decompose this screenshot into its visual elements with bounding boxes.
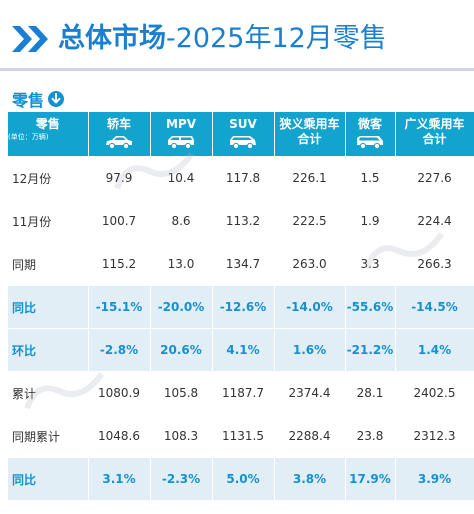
table-cell: 117.8 [212, 156, 275, 200]
table-row: 11月份 100.7 8.6 113.2 222.5 1.9 224.4 [8, 199, 474, 243]
table-cell: 1.9 [345, 199, 396, 243]
column-header-mpv: MPV [150, 112, 213, 157]
corner-unit: (单位：万辆) [8, 133, 49, 141]
row-label: 同比 [8, 285, 89, 329]
row-label: 环比 [8, 328, 89, 372]
table-cell: 2402.5 [395, 371, 474, 415]
table-cell: 113.2 [212, 199, 275, 243]
table-cell: 222.5 [274, 199, 346, 243]
table-cell: -15.1% [88, 285, 151, 329]
suv-icon [213, 135, 274, 152]
table-cell: 2288.4 [274, 414, 346, 458]
table-cell: 100.7 [88, 199, 151, 243]
table-cell: -2.3% [150, 457, 213, 501]
table-cell: 20.6% [150, 328, 213, 372]
row-label: 12月份 [8, 156, 89, 200]
row-label: 同期 [8, 242, 89, 286]
table-cell: 28.1 [345, 371, 396, 415]
table-cell: 108.3 [150, 414, 213, 458]
table-row: 12月份 97.9 10.4 117.8 226.1 1.5 227.6 [8, 156, 474, 200]
table-cell: 115.2 [88, 242, 151, 286]
table-cell: 10.4 [150, 156, 213, 200]
table-cell: 13.0 [150, 242, 213, 286]
table-cell: 224.4 [395, 199, 474, 243]
arrow-down-circle-icon [48, 91, 65, 107]
table-cell: 4.1% [212, 328, 275, 372]
column-header-label: SUV [229, 117, 257, 131]
table-cell: -14.5% [395, 285, 474, 329]
table-cell: 2374.4 [274, 371, 346, 415]
corner-label: 零售 [35, 117, 60, 131]
sedan-icon [89, 135, 150, 152]
table-cell: 8.6 [150, 199, 213, 243]
table-header-row: 零售 (单位：万辆) 轿车 MPV SUV 狭义乘用车 合计 微客 广义乘用车 … [8, 112, 474, 157]
row-label: 11月份 [8, 199, 89, 243]
table-cell: -55.6% [345, 285, 396, 329]
table-cell: 263.0 [274, 242, 346, 286]
title-sub: -2025年12月零售 [166, 23, 387, 54]
table-cell: 3.8% [274, 457, 346, 501]
column-header-narrow-total: 狭义乘用车 合计 [274, 112, 346, 157]
table-cell: 17.9% [345, 457, 396, 501]
section-label: 零售 [12, 91, 45, 110]
table-cell: 1048.6 [88, 414, 151, 458]
table-cell: -2.8% [88, 328, 151, 372]
row-label: 累计 [8, 371, 89, 415]
column-header-label: MPV [165, 117, 197, 131]
table-row: 同比 3.1% -2.3% 5.0% 3.8% 17.9% 3.9% [8, 457, 474, 501]
table-cell: 134.7 [212, 242, 275, 286]
table-row: 环比 -2.8% 20.6% 4.1% 1.6% -21.2% 1.4% [8, 328, 474, 372]
column-header-suv: SUV [212, 112, 275, 157]
table-cell: -20.0% [150, 285, 213, 329]
table-row: 同比 -15.1% -20.0% -12.6% -14.0% -55.6% -14.5% [8, 285, 474, 329]
table-cell: -14.0% [274, 285, 346, 329]
table-cell: 3.9% [395, 457, 474, 501]
table-cell: 226.1 [274, 156, 346, 200]
table-cell: 1.4% [395, 328, 474, 372]
table-cell: 1.6% [274, 328, 346, 372]
table-cell: 1.5 [345, 156, 396, 200]
table-cell: 1131.5 [212, 414, 275, 458]
table-row: 同期 115.2 13.0 134.7 263.0 3.3 266.3 [8, 242, 474, 286]
column-header-label: 狭义乘用车 合计 [279, 117, 340, 146]
table-body: 12月份 97.9 10.4 117.8 226.1 1.5 227.6 11月份 100.7 8… [8, 156, 474, 501]
column-header-sedan: 轿车 [88, 112, 151, 157]
table-cell: 97.9 [88, 156, 151, 200]
title-bar: 总体市场-2025年12月零售 [0, 18, 474, 62]
mpv-icon [151, 135, 212, 152]
table-cell: 105.8 [150, 371, 213, 415]
table-cell: 227.6 [395, 156, 474, 200]
table-cell: 3.1% [88, 457, 151, 501]
table-cell: 3.3 [345, 242, 396, 286]
row-label: 同期累计 [8, 414, 89, 458]
table-cell: 1187.7 [212, 371, 275, 415]
column-header-label: 广义乘用车 合计 [404, 117, 465, 146]
column-header-label: 轿车 [106, 117, 131, 131]
table-row: 同期累计 1048.6 108.3 1131.5 2288.4 23.8 2312.3 [8, 414, 474, 458]
table-corner-cell: 零售 (单位：万辆) [8, 112, 89, 157]
table-cell: 1080.9 [88, 371, 151, 415]
table-cell: -12.6% [212, 285, 275, 329]
minivan-icon [346, 135, 395, 152]
table-cell: 5.0% [212, 457, 275, 501]
page-title: 总体市场-2025年12月零售 [58, 22, 387, 56]
table-cell: 266.3 [395, 242, 474, 286]
table-cell: -21.2% [345, 328, 396, 372]
double-chevron-icon [12, 26, 48, 52]
column-header-microbus: 微客 [345, 112, 396, 157]
title-divider [0, 68, 474, 71]
table-cell: 2312.3 [395, 414, 474, 458]
section-header: 零售 [12, 88, 65, 110]
column-header-label: 微客 [357, 117, 382, 131]
column-header-broad-total: 广义乘用车 合计 [395, 112, 474, 157]
table-row: 累计 1080.9 105.8 1187.7 2374.4 28.1 2402.5 [8, 371, 474, 415]
row-label: 同比 [8, 457, 89, 501]
retail-table: 零售 (单位：万辆) 轿车 MPV SUV 狭义乘用车 合计 微客 广义乘用车 … [8, 112, 474, 501]
table-cell: 23.8 [345, 414, 396, 458]
title-main: 总体市场 [58, 23, 166, 54]
